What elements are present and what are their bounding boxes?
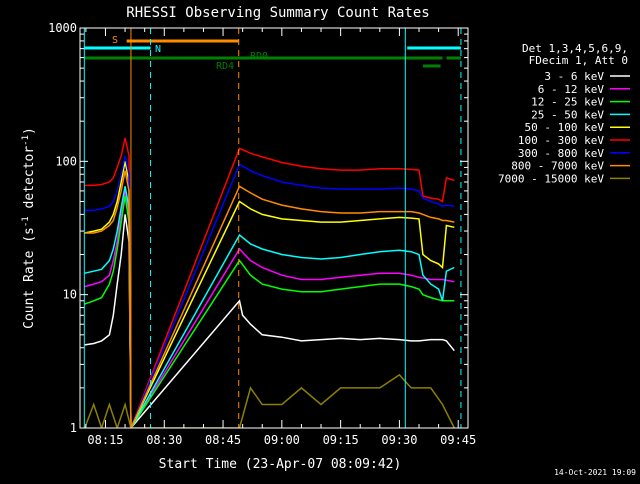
legend: Det 1,3,4,5,6,9, FDecim 1, Att 0 3 - 6 k…	[498, 42, 630, 185]
series-line-3-6-kev	[84, 214, 455, 428]
x-tick-label: 08:45	[205, 433, 241, 447]
y-tick-label: 100	[55, 154, 77, 168]
y-axis-label-sup2: -1	[21, 135, 31, 146]
y-tick-label: 1000	[48, 21, 77, 35]
series-line-800-7000-kev	[84, 170, 455, 428]
legend-label-7000-15000-kev: 7000 - 15000 keV	[498, 172, 604, 185]
y-axis-label-mid: detector	[22, 146, 37, 217]
y-axis-label-end: )	[22, 127, 37, 135]
flag-label-s: S	[112, 35, 118, 46]
series-line-25-50-kev	[84, 186, 455, 428]
x-tick-label: 09:00	[264, 433, 300, 447]
legend-label-6-12-kev: 6 - 12 keV	[538, 83, 605, 96]
y-axis-label-sup1: -1	[21, 216, 31, 227]
y-axis-label: Count Rate (s-1 detector-1)	[21, 127, 37, 329]
plot-frame	[79, 27, 469, 429]
y-tick-label: 1	[70, 421, 77, 435]
footer-timestamp: 14-Oct-2021 19:09	[554, 468, 636, 477]
legend-header-line-1: Det 1,3,4,5,6,9,	[522, 42, 628, 55]
flag-label-n: N	[155, 44, 161, 55]
y-axis-label-main: Count Rate (s	[22, 227, 37, 329]
y-tick-label: 10	[63, 288, 77, 302]
chart-title: RHESSI Observing Summary Count Rates	[126, 5, 429, 21]
series-line-12-25-kev	[84, 195, 455, 428]
legend-label-25-50-kev: 25 - 50 keV	[531, 108, 604, 121]
legend-label-300-800-kev: 300 - 800 keV	[518, 147, 604, 160]
series-line-300-800-kev	[84, 155, 455, 428]
x-axis-label: Start Time (23-Apr-07 08:09:42)	[159, 457, 402, 472]
x-tick-label: 08:15	[87, 433, 123, 447]
legend-label-12-25-kev: 12 - 25 keV	[531, 96, 604, 109]
legend-label-3-6-kev: 3 - 6 keV	[544, 70, 604, 83]
legend-header-line-2: FDecim 1, Att 0	[529, 54, 628, 67]
legend-label-100-300-kev: 100 - 300 keV	[518, 134, 604, 147]
series-line-50-100-kev	[84, 161, 455, 428]
legend-label-50-100-kev: 50 - 100 keV	[525, 121, 605, 134]
series-line-7000-15000-kev	[83, 373, 455, 428]
flag-label-rd0: RD0	[250, 51, 268, 62]
flag-label-rd4: RD4	[216, 61, 234, 72]
series-line-6-12-kev	[84, 190, 455, 428]
x-tick-label: 09:15	[323, 433, 359, 447]
x-tick-label: 09:45	[440, 433, 476, 447]
x-tick-label: 08:30	[146, 433, 182, 447]
series-line-100-300-kev	[84, 137, 455, 428]
legend-label-800-7000-kev: 800 - 7000 keV	[511, 160, 604, 173]
x-tick-label: 09:30	[381, 433, 417, 447]
